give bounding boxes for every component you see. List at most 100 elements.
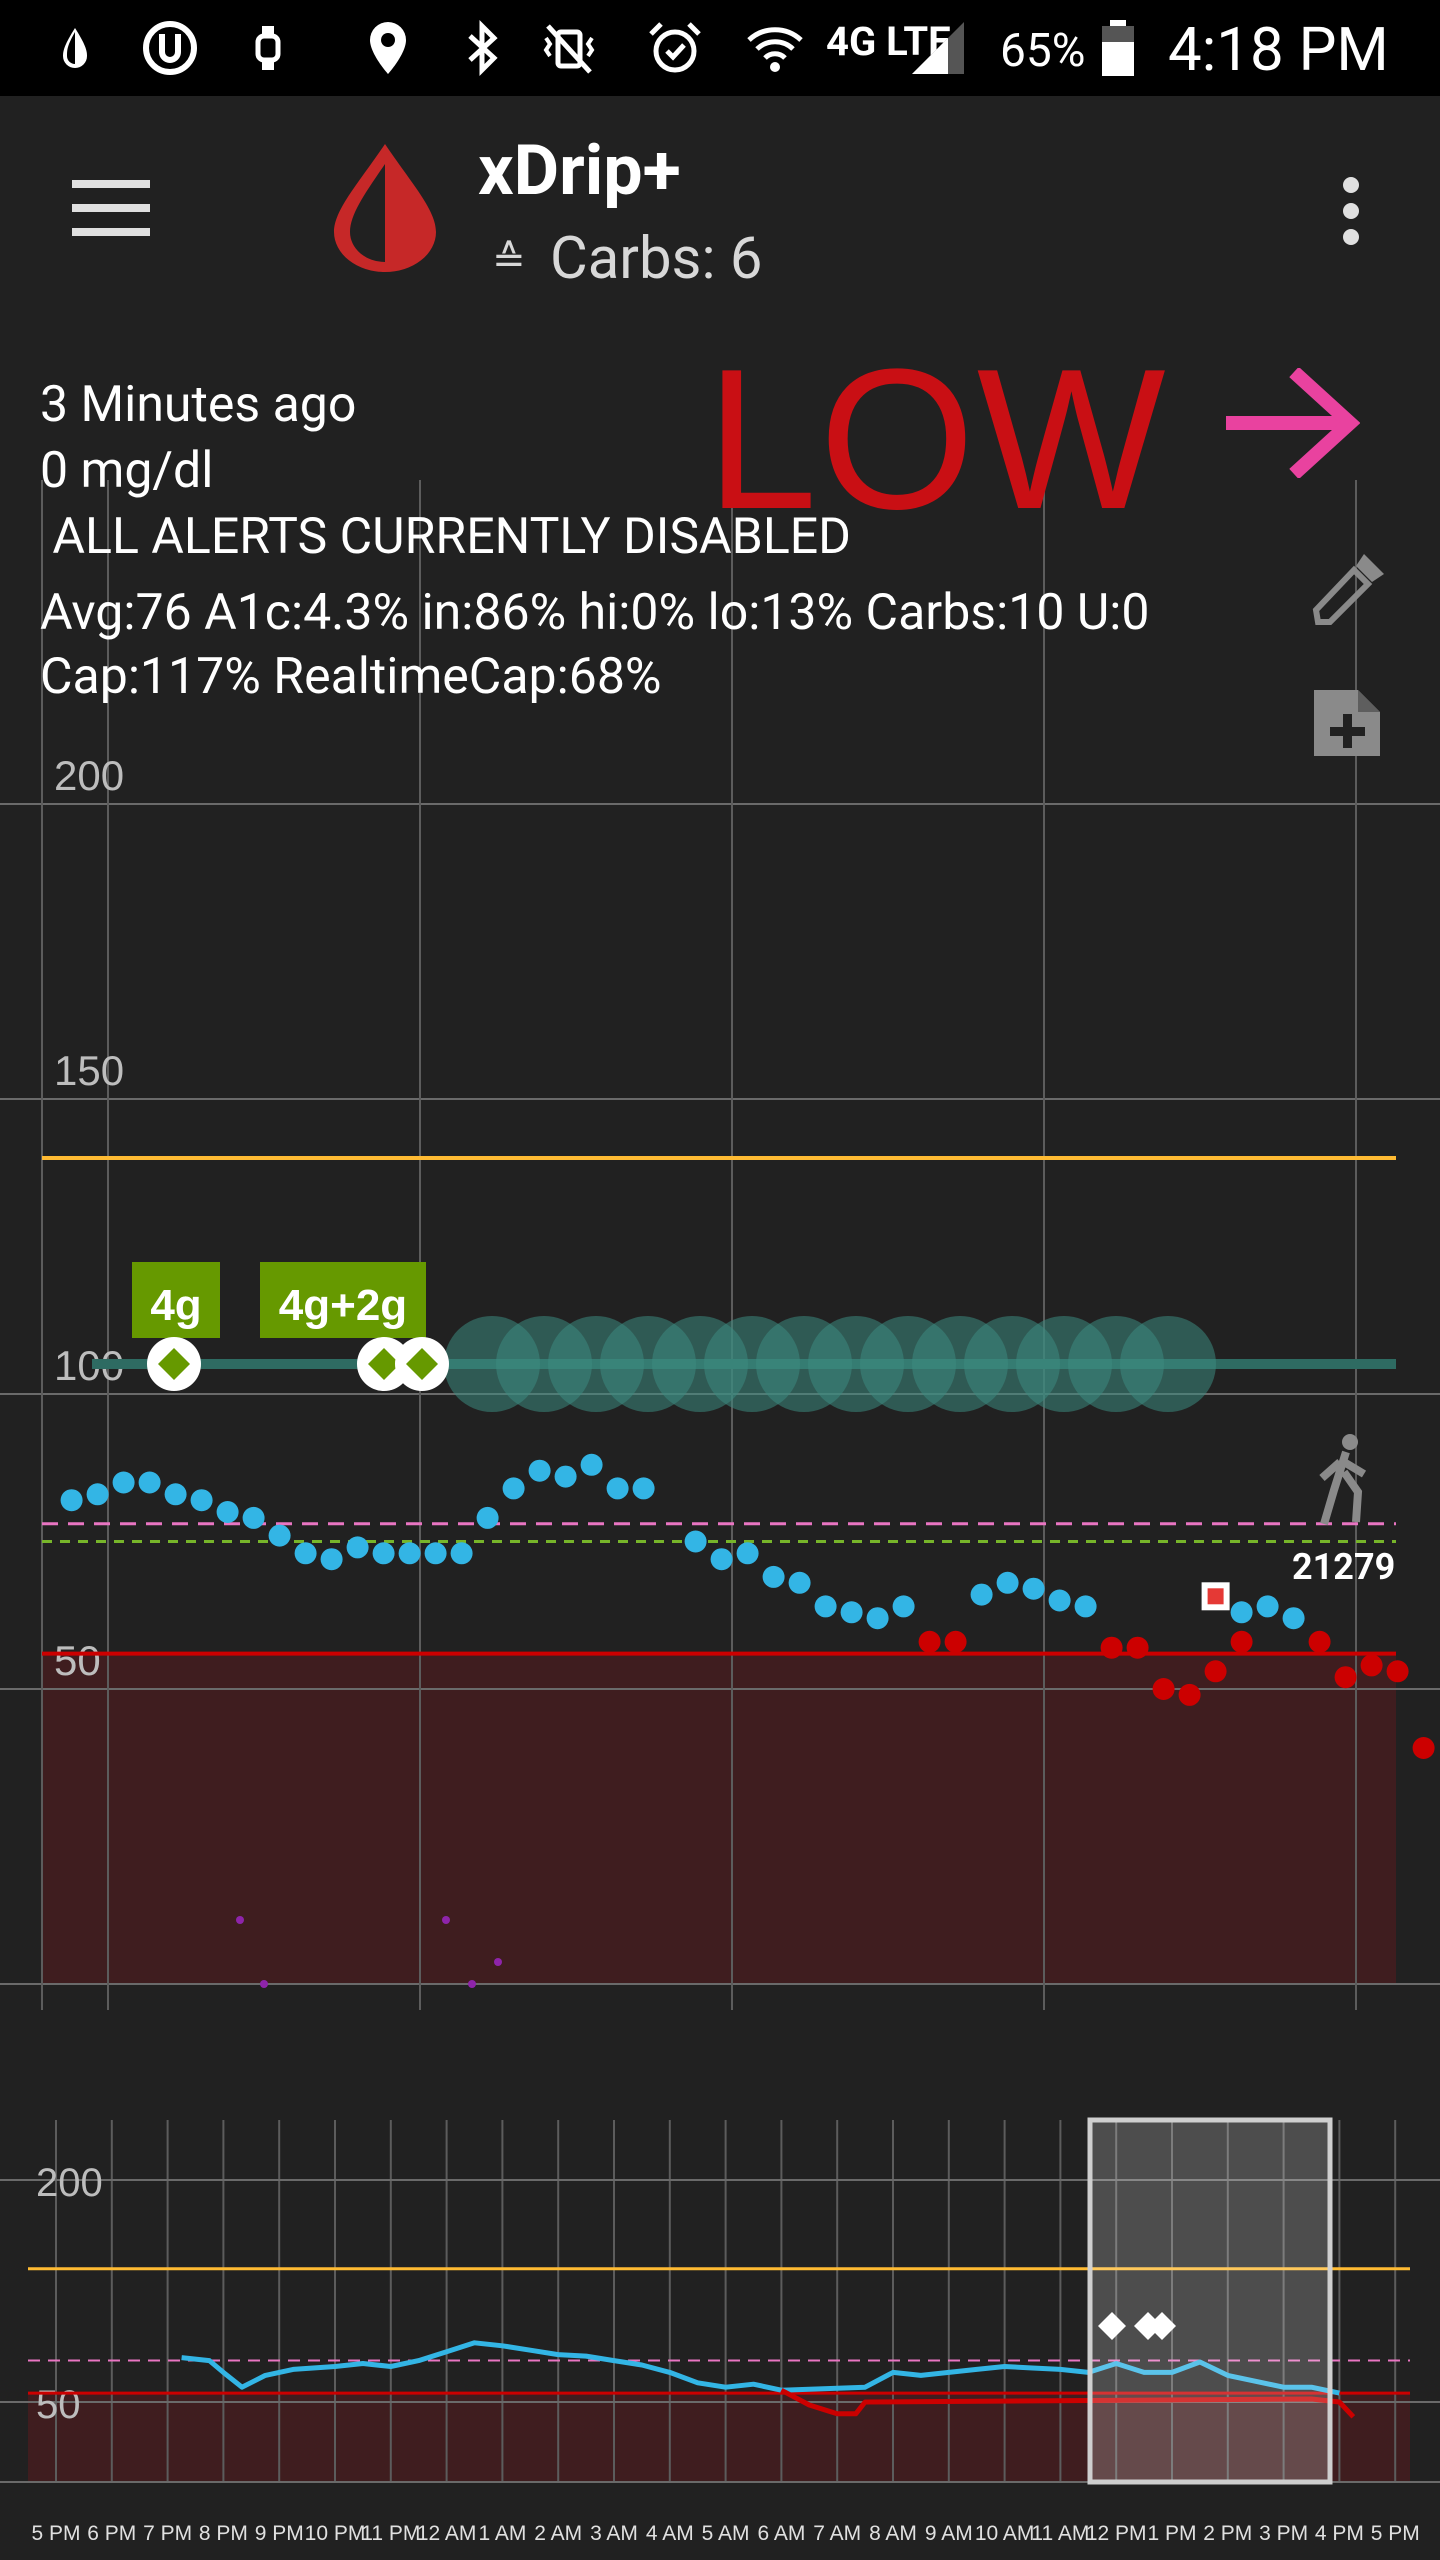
treatment-diamond	[368, 1348, 400, 1380]
glucose-point	[294, 1542, 317, 1565]
glucose-point	[1256, 1595, 1279, 1618]
overflow-menu-icon[interactable]	[1336, 176, 1366, 246]
glucose-point	[1386, 1660, 1409, 1683]
capture-line: Cap:117% RealtimeCap:68%	[40, 648, 662, 706]
location-icon	[370, 22, 406, 74]
note-add-icon[interactable]	[1310, 686, 1384, 760]
trend-arrow-icon	[1226, 368, 1360, 478]
glucose-point	[216, 1501, 239, 1523]
y-tick-label: 150	[54, 1047, 124, 1094]
glucose-point	[242, 1506, 265, 1529]
preview-x-tick-label: 2 AM	[534, 2522, 582, 2545]
glucose-point	[398, 1542, 421, 1565]
y-tick-label: 200	[54, 752, 124, 799]
glucose-point	[346, 1536, 369, 1559]
alarm-icon	[649, 22, 701, 73]
preview-y-tick-label: 50	[36, 2383, 81, 2427]
glucose-chart[interactable]: 2001501005012 PM1 PM2 PM3 PM4 PM4g4g+2g	[0, 470, 1440, 2010]
preview-x-tick-label: 3 AM	[590, 2522, 638, 2545]
noise-dot	[442, 1916, 450, 1924]
noise-dot	[494, 1958, 502, 1966]
preview-x-tick-label: 10 PM	[305, 2522, 366, 2545]
glucose-point	[450, 1542, 473, 1565]
preview-x-tick-label: 7 AM	[813, 2522, 861, 2545]
treatment-label-bg	[132, 1262, 220, 1338]
stats-line: Avg:76 A1c:4.3% in:86% hi:0% lo:13% Carb…	[40, 584, 1150, 642]
watch-icon	[255, 26, 281, 70]
glucose-point	[1308, 1630, 1331, 1653]
calibration-marker-inner	[1207, 1588, 1224, 1605]
glucose-point	[1230, 1630, 1253, 1653]
glucose-point	[112, 1471, 135, 1494]
sync-icon	[143, 21, 197, 75]
glucose-point	[1204, 1660, 1227, 1683]
y-tick-label: 50	[54, 1637, 101, 1684]
carb-bubble	[1120, 1316, 1216, 1412]
glucose-point	[86, 1483, 109, 1506]
treatment-label: 4g	[150, 1281, 201, 1330]
blood-drop-icon	[334, 144, 436, 272]
preview-x-tick-label: 8 AM	[869, 2522, 917, 2545]
glucose-point	[996, 1571, 1019, 1594]
preview-series-line	[780, 2387, 1356, 2419]
treatment-diamond	[406, 1348, 438, 1380]
walking-person-icon[interactable]	[1310, 1432, 1380, 1528]
hamburger-menu-icon[interactable]	[72, 180, 150, 236]
glucose-point	[944, 1630, 967, 1653]
glucose-point	[424, 1542, 447, 1565]
preview-x-tick-label: 3 PM	[1259, 2522, 1308, 2545]
preview-treatment-diamond	[1098, 2312, 1126, 2340]
noise-dot	[260, 1980, 268, 1988]
preview-x-tick-label: 8 PM	[199, 2522, 248, 2545]
glucose-point	[580, 1453, 603, 1476]
preview-treatment-diamond	[1148, 2312, 1176, 2340]
glucose-point	[736, 1542, 759, 1565]
preview-x-tick-label: 1 AM	[478, 2522, 526, 2545]
glucose-point	[1360, 1654, 1383, 1677]
low-status: LOW	[706, 328, 1168, 551]
glucose-point	[268, 1524, 291, 1547]
app-bar	[0, 96, 1440, 336]
treatment-diamond	[158, 1348, 190, 1380]
preview-x-tick-label: 1 PM	[1147, 2522, 1196, 2545]
carbs-icon: ≙	[492, 236, 526, 283]
glucose-point	[476, 1506, 499, 1529]
glucose-point	[892, 1595, 915, 1618]
glucose-point	[840, 1601, 863, 1624]
step-count: 21279	[1292, 1546, 1396, 1588]
status-bar: 4G LTE 65% 4:18 PM	[0, 0, 1440, 96]
preview-x-tick-label: 10 AM	[975, 2522, 1035, 2545]
preview-y-tick-label: 200	[36, 2161, 103, 2205]
app-subtitle: Carbs: 6	[550, 225, 763, 293]
glucose-point	[788, 1571, 811, 1594]
eyedropper-icon[interactable]	[1310, 548, 1390, 628]
low-zone	[42, 1653, 1396, 1984]
glucose-point	[1048, 1589, 1071, 1612]
preview-x-tick-label: 9 AM	[925, 2522, 973, 2545]
treatment-label: 4g+2g	[279, 1281, 407, 1330]
glucose-point	[1152, 1678, 1175, 1700]
glucose-point	[1022, 1577, 1045, 1600]
preview-x-tick-label: 7 PM	[143, 2522, 192, 2545]
noise-dot	[236, 1916, 244, 1924]
preview-x-tick-label: 5 AM	[702, 2522, 750, 2545]
battery-percent: 65%	[1000, 24, 1086, 78]
bluetooth-icon	[468, 19, 498, 77]
glucose-point	[138, 1471, 161, 1494]
preview-viewport-box	[1087, 2117, 1333, 2485]
preview-x-tick-label: 5 PM	[31, 2522, 80, 2545]
preview-series-line	[181, 2340, 1340, 2396]
glucose-point	[1230, 1601, 1253, 1624]
clock: 4:18 PM	[1168, 14, 1389, 85]
glucose-point	[866, 1607, 889, 1630]
glucose-point	[554, 1465, 577, 1488]
glucose-point	[164, 1483, 187, 1506]
glucose-point	[1334, 1666, 1357, 1689]
glucose-point	[632, 1477, 655, 1500]
glucose-point	[606, 1477, 629, 1500]
signal-icon	[912, 22, 964, 74]
noise-dot	[468, 1980, 476, 1988]
glucose-point	[918, 1630, 941, 1653]
glucose-point	[1178, 1683, 1201, 1706]
